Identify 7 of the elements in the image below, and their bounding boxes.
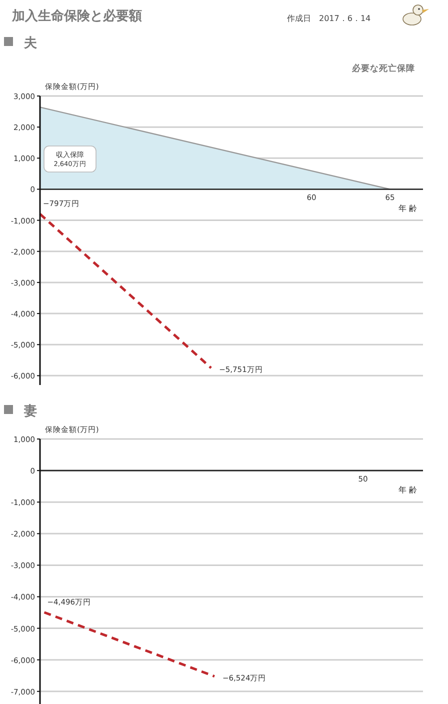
text: 作成日 2017．6．14 — [286, 14, 371, 23]
chart-title: 加入生命保険と必要額 — [11, 8, 142, 24]
text: 必要な死亡保障 — [351, 63, 415, 74]
x-axis-title: 年 齢 — [398, 486, 417, 495]
x-axis-title: 年 齢 — [398, 204, 417, 214]
chart-title: 妻 — [23, 403, 37, 419]
chart-subtitle: 夫 — [23, 36, 38, 51]
